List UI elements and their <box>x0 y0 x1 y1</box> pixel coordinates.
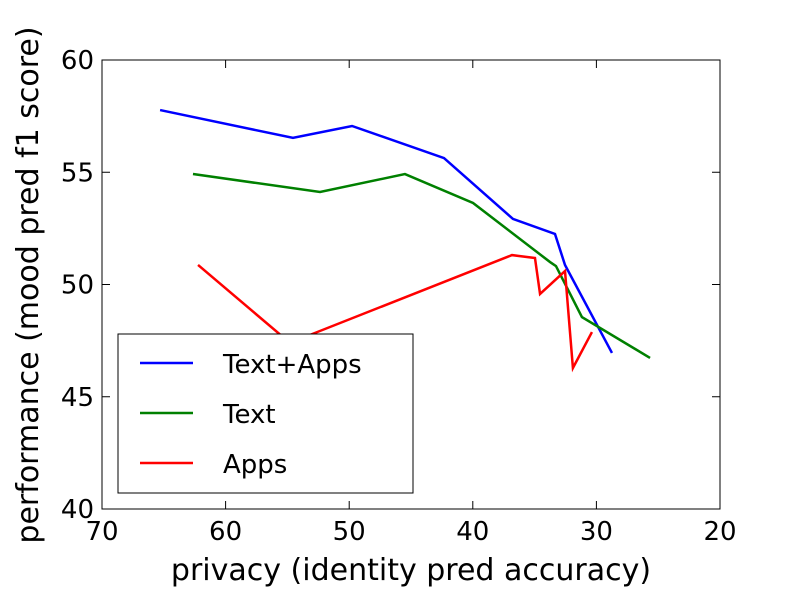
series-line <box>192 172 651 359</box>
y-axis-label: performance (mood pred f1 score) <box>11 26 46 543</box>
plot-frame <box>101 59 721 510</box>
x-tick-label: 50 <box>333 517 366 547</box>
y-tick-label: 45 <box>61 383 94 413</box>
x-axis-label: privacy (identity pred accuracy) <box>171 553 651 588</box>
series-line <box>197 253 594 373</box>
x-tick-label: 60 <box>209 517 242 547</box>
legend-label: Apps <box>223 450 287 480</box>
y-tick-label: 60 <box>61 46 94 76</box>
x-tick-label: 30 <box>580 517 613 547</box>
x-tick-label: 70 <box>85 517 118 547</box>
series-line <box>159 108 614 354</box>
y-tick-label: 40 <box>61 495 94 525</box>
x-tick-label: 40 <box>456 517 489 547</box>
y-tick-label: 55 <box>61 158 94 188</box>
legend: Text+Apps Text Apps <box>117 333 414 494</box>
legend-box <box>117 333 414 494</box>
x-tick-label: 20 <box>703 517 736 547</box>
y-tick-label: 50 <box>61 271 94 301</box>
legend-label: Text+Apps <box>222 350 362 380</box>
legend-label: Text <box>222 400 276 430</box>
